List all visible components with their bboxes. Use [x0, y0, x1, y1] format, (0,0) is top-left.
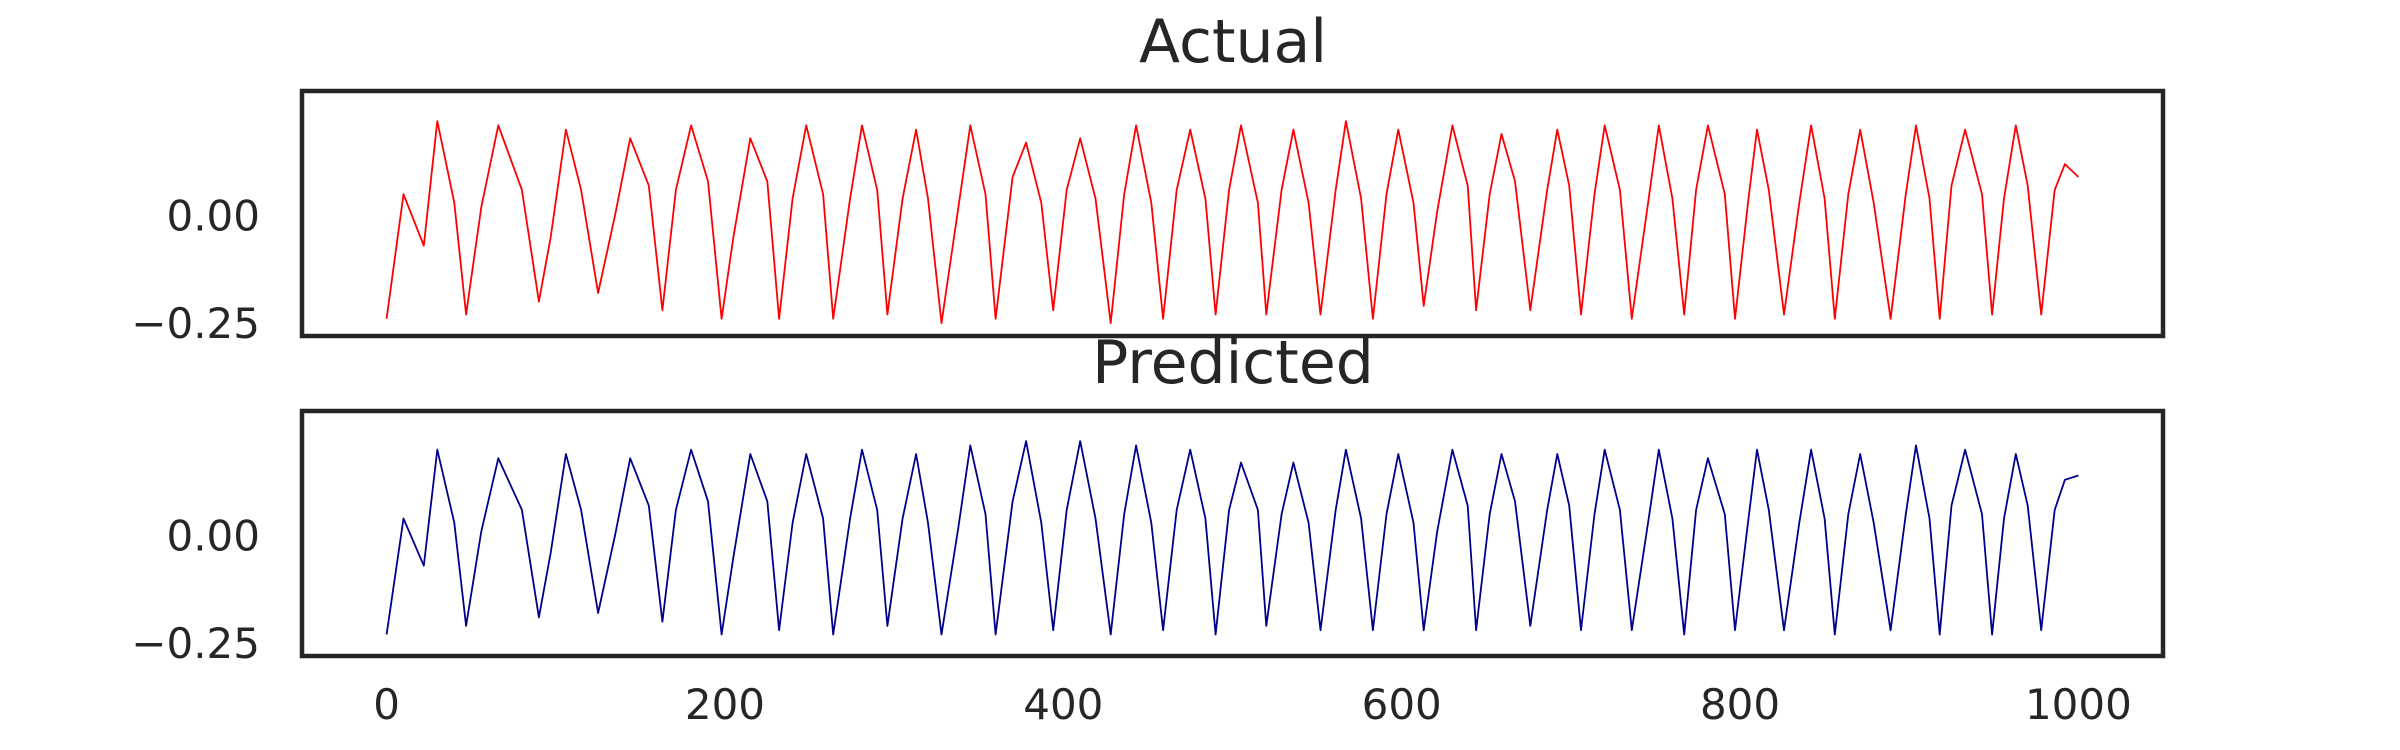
predicted-axes-frame — [299, 408, 2166, 659]
actual-y-tick-label: 0.00 — [166, 192, 260, 241]
predicted-x-tick-label: 1000 — [2025, 680, 2132, 729]
actual-panel: Actual −0.25 0.00 — [131, 7, 2166, 348]
predicted-y-tick-label: −0.25 — [131, 619, 260, 668]
predicted-y-tick-label: 0.00 — [166, 512, 260, 561]
predicted-x-tick-label: 0 — [373, 680, 400, 729]
actual-series-line — [385, 120, 2080, 324]
predicted-x-tick-label: 600 — [1362, 680, 1442, 729]
predicted-series-line — [385, 440, 2079, 636]
actual-y-tick-label: −0.25 — [131, 299, 260, 348]
predicted-x-tick-label: 200 — [685, 680, 765, 729]
actual-title: Actual — [1139, 7, 1327, 77]
predicted-plot-area: −0.25 0.00 0 200 400 600 800 1000 — [131, 408, 2166, 729]
actual-plot-area: −0.25 0.00 — [131, 88, 2166, 348]
actual-axes-frame — [299, 88, 2166, 339]
predicted-panel: Predicted −0.25 0.00 0 200 400 600 800 1000 — [131, 328, 2166, 729]
predicted-x-tick-label: 400 — [1023, 680, 1103, 729]
predicted-x-tick-label: 800 — [1700, 680, 1780, 729]
predicted-title: Predicted — [1092, 328, 1374, 398]
